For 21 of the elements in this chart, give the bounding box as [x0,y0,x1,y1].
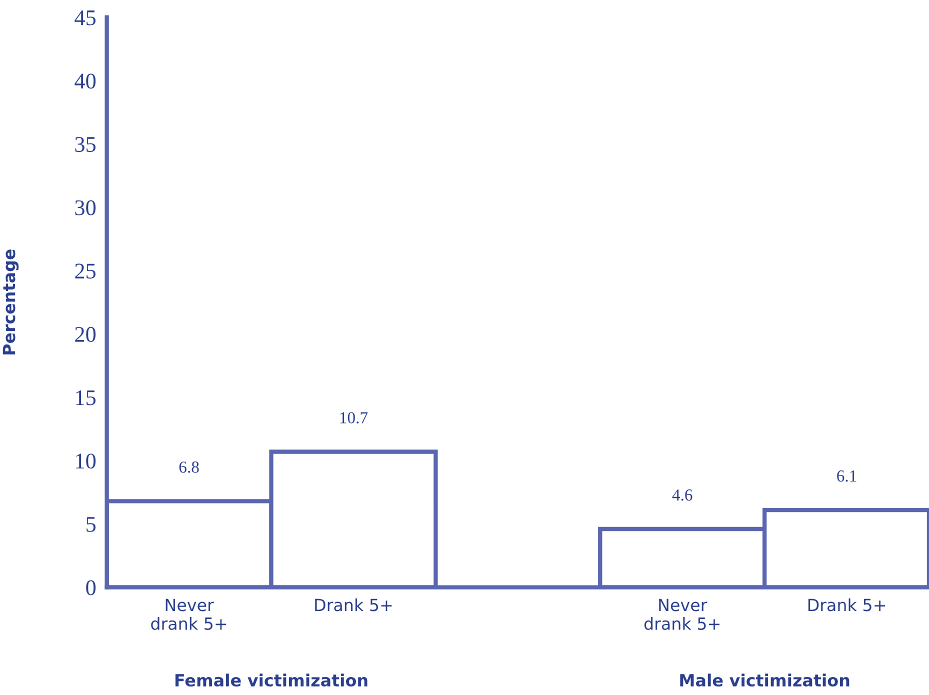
y-tick-label: 40 [74,74,96,89]
data-label: 6.8 [179,462,199,473]
text: Female victimization [175,674,368,687]
text: Male victimization [680,674,850,687]
x-tick-label: Drank 5+ [315,598,392,612]
y-tick-label: 0 [86,580,96,596]
data-label: 10.7 [340,412,368,424]
y-tick-label: 10 [76,454,96,469]
y-tick-label: 45 [74,10,96,26]
y-tick-label: 20 [75,326,96,342]
x-tick-label: Never drank 5+ [644,598,720,630]
data-label: 4.6 [672,489,692,501]
data-label: 6.1 [837,470,856,482]
y-tick-label: 25 [75,264,96,279]
y-tick-label: 30 [75,200,96,216]
y-tick-label: 15 [76,390,96,406]
x-tick-label: Never drank 5+ [151,598,226,630]
y-tick-label: 5 [86,517,96,532]
y-tick-label: 35 [75,137,96,152]
x-tick-label: Drank 5+ [808,598,886,612]
y-axis-title: Percentage [2,250,19,354]
